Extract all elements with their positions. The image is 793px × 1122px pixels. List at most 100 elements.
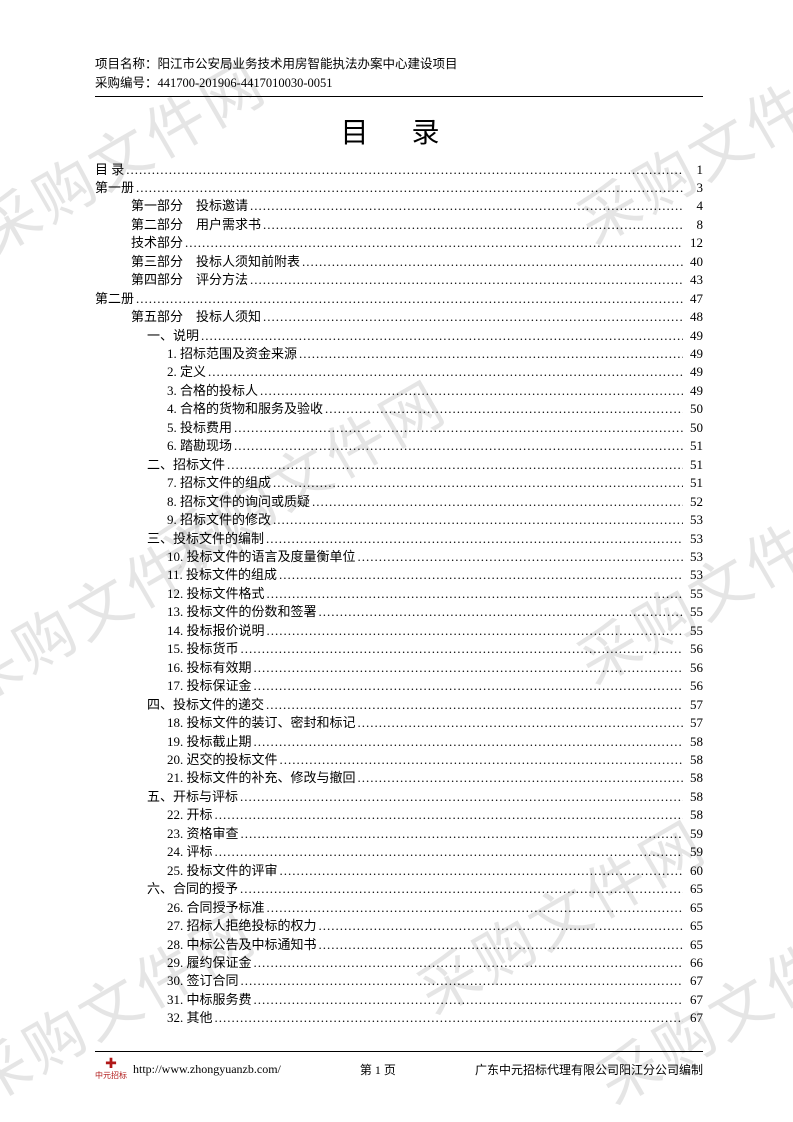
- toc-entry-label: 第一册: [95, 179, 134, 197]
- toc-entry-label: 18. 投标文件的装订、密封和标记: [167, 714, 356, 732]
- toc-dot-leader: [234, 419, 683, 437]
- toc-dot-leader: [227, 456, 683, 474]
- toc-entry: 8. 招标文件的询问或质疑52: [95, 493, 703, 511]
- toc-dot-leader: [201, 327, 683, 345]
- toc-entry: 16. 投标有效期56: [95, 659, 703, 677]
- toc-entry-label: 28. 中标公告及中标通知书: [167, 936, 317, 954]
- toc-entry-page: 66: [685, 954, 703, 972]
- toc-entry-page: 47: [685, 290, 703, 308]
- toc-entry-label: 10. 投标文件的语言及度量衡单位: [167, 548, 356, 566]
- toc-entry: 10. 投标文件的语言及度量衡单位 53: [95, 548, 703, 566]
- toc-entry-label: 31. 中标服务费: [167, 991, 252, 1009]
- toc-dot-leader: [302, 253, 683, 271]
- toc-dot-leader: [319, 917, 683, 935]
- toc-dot-leader: [267, 899, 683, 917]
- toc-entry-label: 技术部分: [131, 234, 183, 252]
- toc-entry-label: 23. 资格审查: [167, 825, 239, 843]
- toc-entry-label: 1. 招标范围及资金来源: [167, 345, 297, 363]
- toc-entry: 18. 投标文件的装订、密封和标记 57: [95, 714, 703, 732]
- toc-entry-page: 65: [685, 936, 703, 954]
- toc-entry-label: 19. 投标截止期: [167, 733, 252, 751]
- toc-entry-label: 第一部分 投标邀请: [131, 197, 248, 215]
- project-name-line: 项目名称：阳江市公安局业务技术用房智能执法办案中心建设项目: [95, 55, 703, 74]
- toc-entry-page: 56: [685, 640, 703, 658]
- toc-entry: 第三部分 投标人须知前附表40: [95, 253, 703, 271]
- toc-entry-page: 50: [685, 400, 703, 418]
- toc-entry-page: 57: [685, 714, 703, 732]
- toc-entry: 22. 开标58: [95, 806, 703, 824]
- toc-dot-leader: [215, 843, 683, 861]
- toc-entry: 15. 投标货币 56: [95, 640, 703, 658]
- toc-entry-label: 16. 投标有效期: [167, 659, 252, 677]
- toc-dot-leader: [279, 566, 683, 584]
- toc-entry-page: 67: [685, 991, 703, 1009]
- toc-entry-label: 三、投标文件的编制: [147, 530, 264, 548]
- toc-entry-page: 1: [685, 161, 703, 179]
- toc-entry-label: 25. 投标文件的评审: [167, 862, 278, 880]
- toc-dot-leader: [358, 548, 683, 566]
- footer-compiler: 广东中元招标代理有限公司阳江分公司编制: [475, 1061, 703, 1078]
- toc-entry: 目 录1: [95, 161, 703, 179]
- toc-dot-leader: [234, 437, 683, 455]
- footer-page-number: 第 1 页: [360, 1061, 396, 1078]
- toc-entry-label: 四、投标文件的递交: [147, 696, 264, 714]
- toc-entry-label: 32. 其他: [167, 1009, 213, 1027]
- toc-entry: 六、合同的授予65: [95, 880, 703, 898]
- toc-entry: 技术部分12: [95, 234, 703, 252]
- toc-dot-leader: [208, 363, 683, 381]
- toc-entry-page: 53: [685, 548, 703, 566]
- toc-entry: 27. 招标人拒绝投标的权力65: [95, 917, 703, 935]
- toc-entry-label: 五、开标与评标: [147, 788, 238, 806]
- toc-entry-label: 二、招标文件: [147, 456, 225, 474]
- document-header: 项目名称：阳江市公安局业务技术用房智能执法办案中心建设项目 采购编号：44170…: [95, 55, 703, 97]
- toc-entry-page: 43: [685, 271, 703, 289]
- toc-entry: 14. 投标报价说明 55: [95, 622, 703, 640]
- toc-entry: 7. 招标文件的组成51: [95, 474, 703, 492]
- toc-entry-label: 11. 投标文件的组成: [167, 566, 277, 584]
- toc-entry: 三、投标文件的编制53: [95, 530, 703, 548]
- toc-entry: 28. 中标公告及中标通知书 65: [95, 936, 703, 954]
- toc-dot-leader: [136, 290, 683, 308]
- toc-entry-label: 8. 招标文件的询问或质疑: [167, 493, 310, 511]
- toc-entry: 5. 投标费用50: [95, 419, 703, 437]
- toc-entry: 第五部分 投标人须知48: [95, 308, 703, 326]
- toc-entry-page: 55: [685, 622, 703, 640]
- toc-entry-page: 49: [685, 345, 703, 363]
- footer-left: ✚ 中元招标 http://www.zhongyuanzb.com/: [95, 1058, 281, 1080]
- toc-entry-page: 59: [685, 825, 703, 843]
- procurement-code-line: 采购编号：441700-201906-4417010030-0051: [95, 74, 703, 93]
- toc-entry-label: 14. 投标报价说明: [167, 622, 265, 640]
- toc-entry-page: 58: [685, 788, 703, 806]
- toc-dot-leader: [254, 677, 683, 695]
- toc-entry-label: 30. 签订合同: [167, 972, 239, 990]
- toc-dot-leader: [263, 308, 683, 326]
- toc-entry-label: 15. 投标货币: [167, 640, 239, 658]
- toc-entry-page: 53: [685, 511, 703, 529]
- toc-dot-leader: [250, 271, 683, 289]
- toc-entry-page: 49: [685, 327, 703, 345]
- toc-entry-label: 第四部分 评分方法: [131, 271, 248, 289]
- toc-entry-label: 21. 投标文件的补充、修改与撤回: [167, 769, 356, 787]
- toc-dot-leader: [273, 511, 683, 529]
- toc-entry: 1. 招标范围及资金来源 49: [95, 345, 703, 363]
- toc-entry: 13. 投标文件的份数和签署55: [95, 603, 703, 621]
- toc-entry-label: 20. 迟交的投标文件: [167, 751, 278, 769]
- toc-entry: 29. 履约保证金66: [95, 954, 703, 972]
- toc-entry-page: 51: [685, 456, 703, 474]
- toc-entry-page: 53: [685, 566, 703, 584]
- toc-entry: 31. 中标服务费 67: [95, 991, 703, 1009]
- toc-entry: 30. 签订合同 67: [95, 972, 703, 990]
- toc-entry-label: 27. 招标人拒绝投标的权力: [167, 917, 317, 935]
- toc-dot-leader: [325, 400, 683, 418]
- toc-entry-page: 60: [685, 862, 703, 880]
- toc-entry-label: 5. 投标费用: [167, 419, 232, 437]
- code-value: 441700-201906-4417010030-0051: [158, 76, 333, 90]
- toc-dot-leader: [215, 806, 683, 824]
- toc-entry: 25. 投标文件的评审 60: [95, 862, 703, 880]
- toc-entry-page: 58: [685, 769, 703, 787]
- toc-dot-leader: [185, 234, 683, 252]
- toc-entry-page: 56: [685, 677, 703, 695]
- toc-dot-leader: [266, 530, 683, 548]
- toc-entry-page: 67: [685, 972, 703, 990]
- toc-dot-leader: [254, 659, 683, 677]
